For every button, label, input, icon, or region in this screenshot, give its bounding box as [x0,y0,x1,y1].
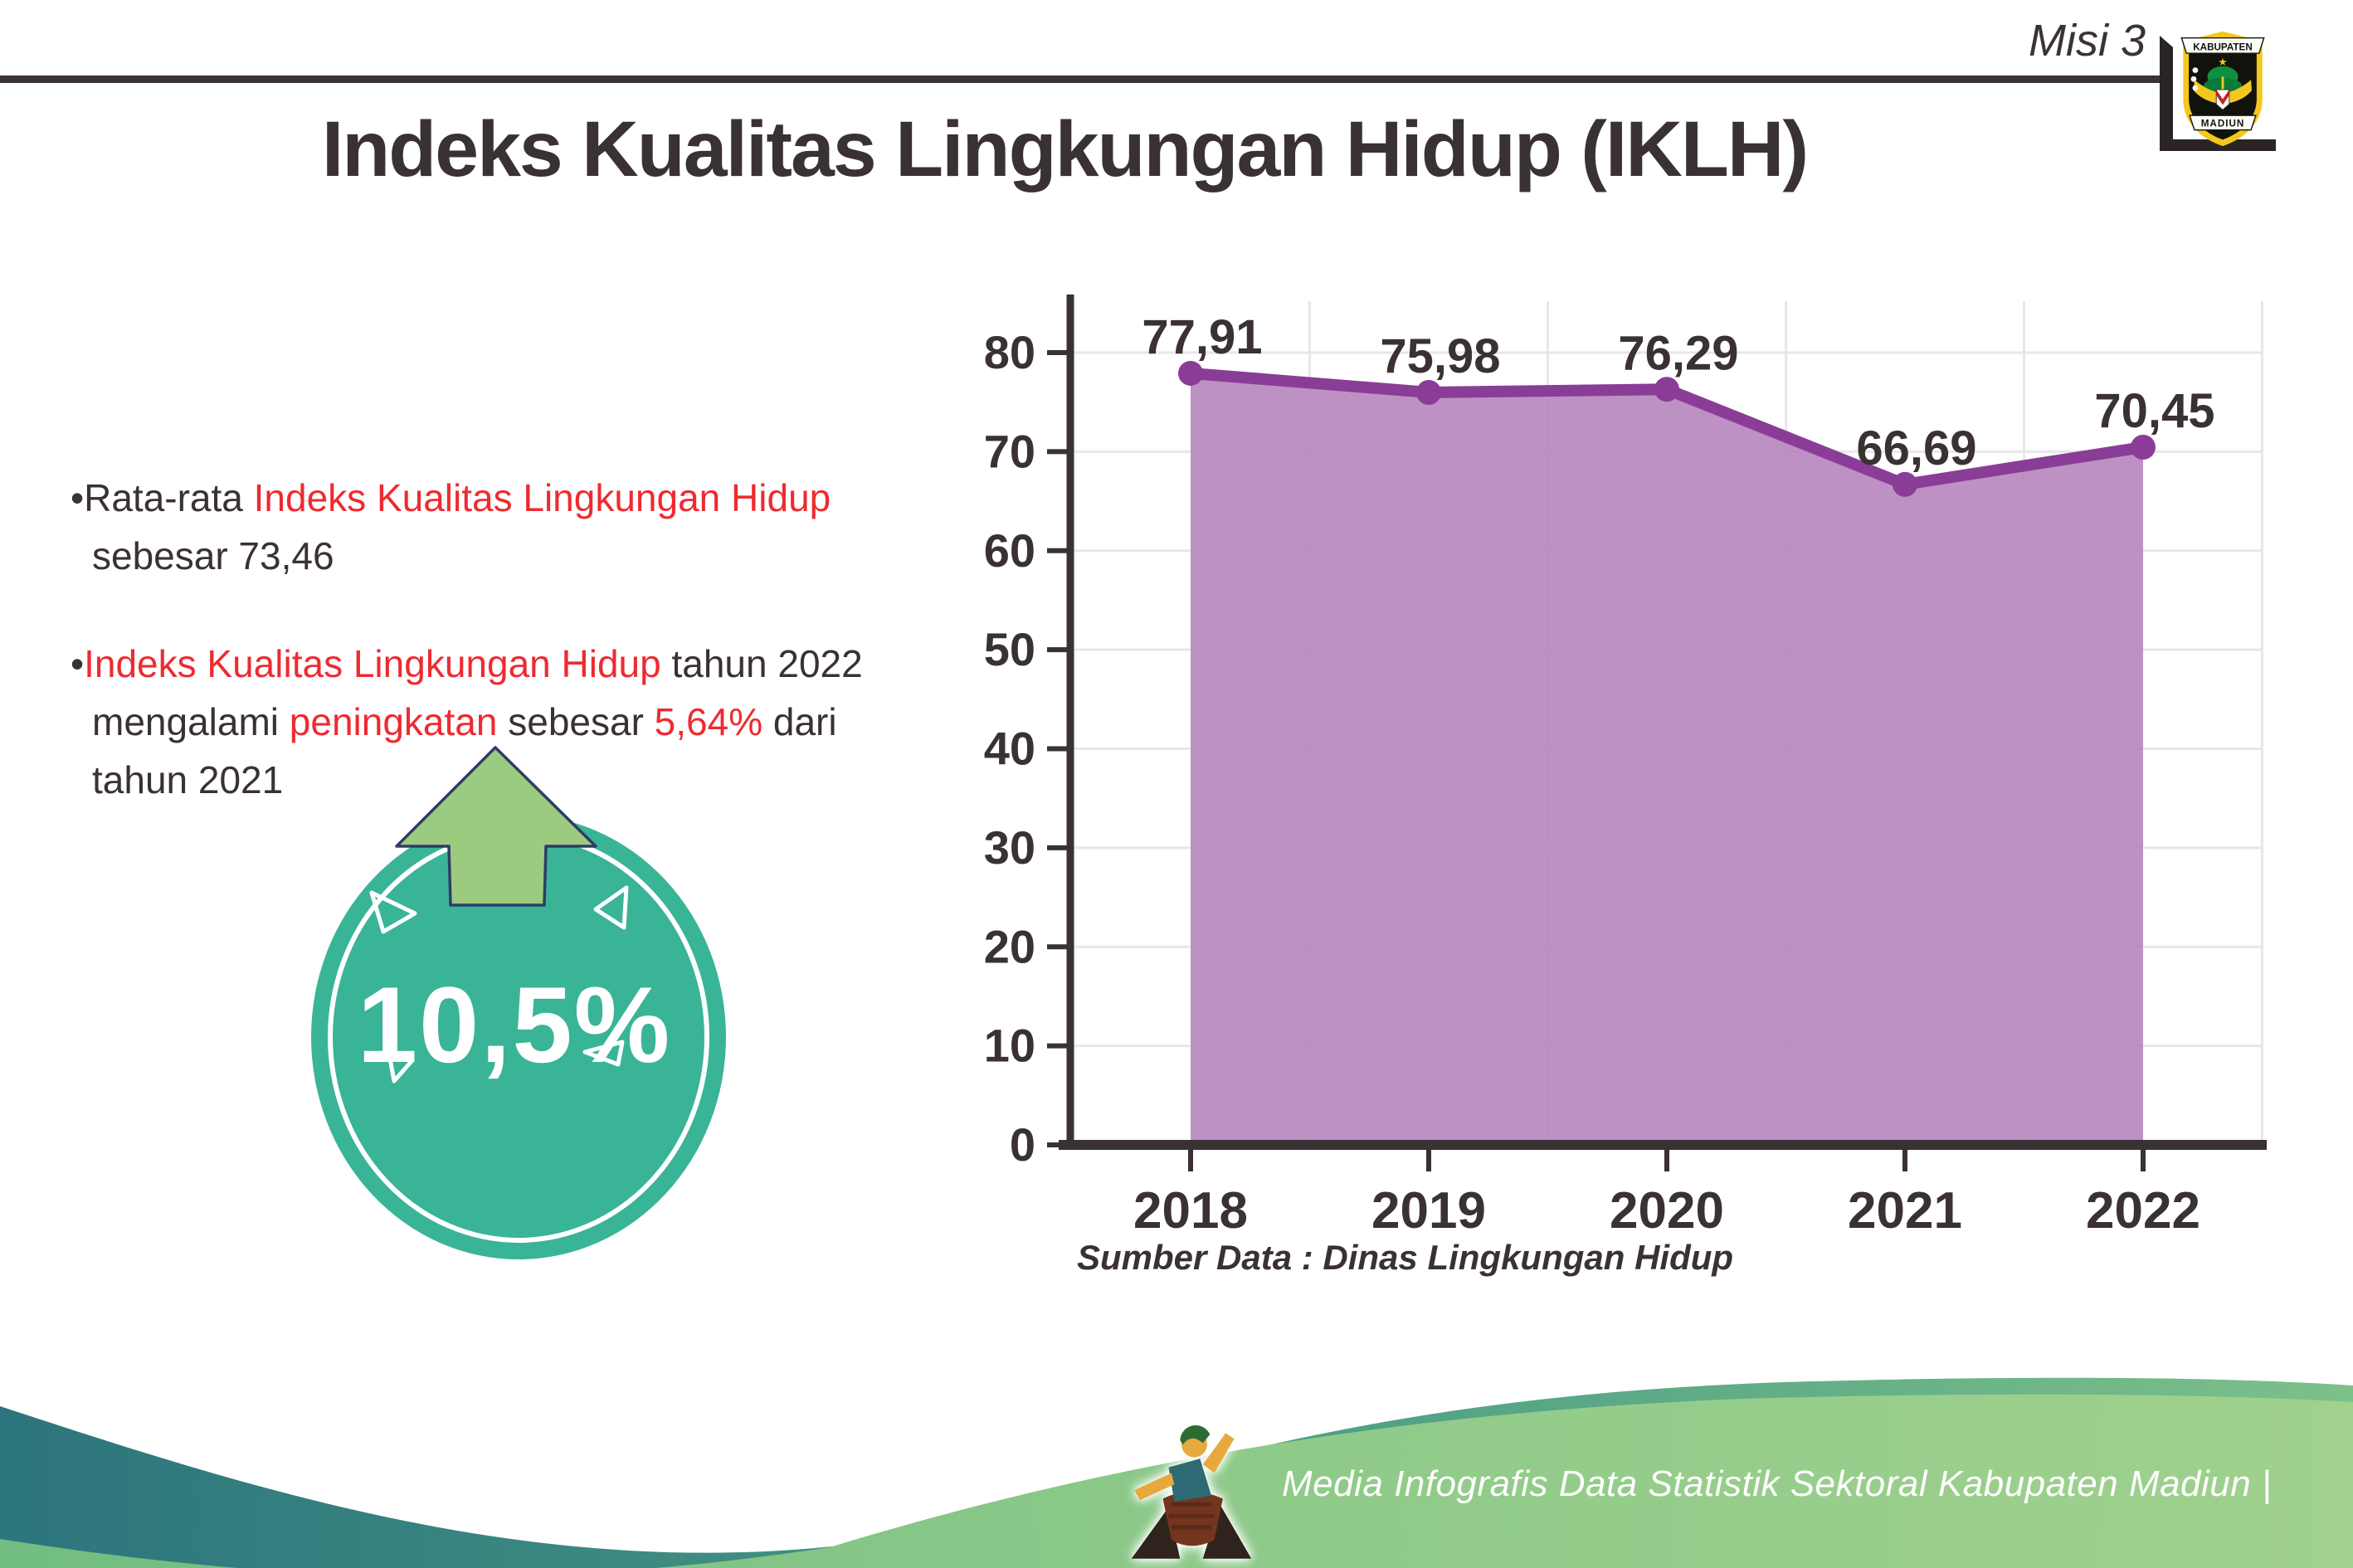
header-divider [0,75,2161,83]
data-point-marker [1654,377,1679,402]
y-tick-label: 70 [984,425,1035,477]
bullet-text-highlight: peningkatan [289,699,498,743]
up-arrow-icon [395,746,597,907]
x-tick-label: 2021 [1848,1182,1962,1239]
y-tick-label: 50 [984,623,1035,675]
chart-source-note: Sumber Data : Dinas Lingkungan Hidup [1077,1238,1734,1277]
bullet-item-average: •Rata-rata Indeks Kualitas Lingkungan Hi… [71,470,917,586]
x-tick-label: 2022 [2086,1182,2200,1239]
y-tick-label: 80 [984,326,1035,378]
kabupaten-madiun-logo-icon: KABUPATEN ★ MADIUN [2180,31,2265,147]
data-point-label: 77,91 [1142,310,1262,364]
data-point-label: 75,98 [1380,329,1500,383]
logo-star-icon: ★ [2218,56,2227,68]
y-tick-label: 60 [984,524,1035,577]
y-tick-label: 0 [1010,1118,1035,1171]
badge-percentage-value: 10,5% [357,964,672,1085]
bullet-item-increase: •Indeks Kualitas Lingkungan Hidup tahun … [71,635,917,810]
bullet-text: dari tahun 2021 [92,699,837,801]
bullet-text: Rata-rata [84,476,254,519]
bullet-marker: • [71,641,85,685]
x-tick-label: 2020 [1610,1182,1724,1239]
increase-badge [311,746,726,1259]
footer-credit-text: Media Infografis Data Statistik Sektoral… [1282,1463,2272,1504]
y-tick-label: 40 [984,723,1035,775]
logo-top-text: KABUPATEN [2193,41,2253,52]
data-point-label: 70,45 [2094,384,2214,438]
y-tick-label: 10 [984,1020,1035,1072]
y-tick-label: 20 [984,920,1035,972]
data-point-marker [1178,360,1203,386]
data-point-label: 66,69 [1856,421,1976,475]
misi-label: Misi 3 [2028,16,2146,66]
dancer-mascot-icon [1131,1424,1252,1559]
bullet-text: sebesar 73,46 [92,533,334,577]
x-tick-label: 2019 [1371,1182,1486,1239]
data-point-marker [1893,471,1917,497]
x-tick-label: 2018 [1133,1182,1248,1239]
page-title: Indeks Kualitas Lingkungan Hidup (IKLH) [321,105,1809,193]
iklh-area-chart: 0 10 20 30 40 50 60 70 80 2018 2019 2020 2021 2022 77,… [984,295,2267,1239]
bullet-text-highlight: 5,64% [654,699,763,743]
y-tick-label: 30 [984,821,1035,874]
logo-bottom-text: MADIUN [2201,119,2245,129]
bullet-text-highlight: Indeks Kualitas Lingkungan Hidup [84,641,661,685]
data-point-label: 76,29 [1618,326,1738,380]
data-point-marker [1416,379,1441,405]
data-point-marker [2131,435,2156,460]
bullet-marker: • [71,476,85,519]
bullet-text: tahun 2022 mengalami [92,641,863,743]
bullet-text: sebesar [497,699,655,743]
summary-bullet-list: •Rata-rata Indeks Kualitas Lingkungan Hi… [71,470,917,859]
logo-corner-bracket [2160,36,2276,151]
area-fill [1191,373,2143,1146]
bullet-text-highlight: Indeks Kualitas Lingkungan Hidup [253,476,831,519]
